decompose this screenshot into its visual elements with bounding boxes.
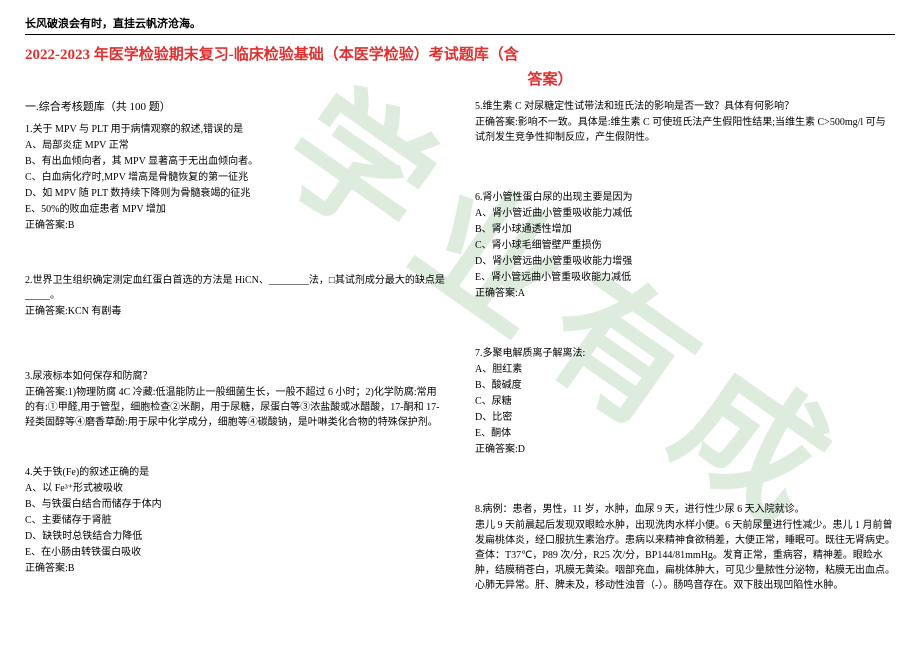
q4-option-e: E、在小肠由转铁蛋白吸收 bbox=[25, 545, 445, 560]
q6-option-b: B、肾小球通透性增加 bbox=[475, 222, 895, 237]
left-column: 一.综合考核题库（共 100 题） 1.关于 MPV 与 PLT 用于病情观察的… bbox=[25, 99, 445, 621]
q2-stem: 2.世界卫生组织确定测定血红蛋白首选的方法是 HiCN、________法，□其… bbox=[25, 273, 445, 303]
question-7: 7.多聚电解质离子解离法: A、胆红素 B、酸碱度 C、尿糖 D、比密 E、酮体… bbox=[475, 346, 895, 457]
q1-stem: 1.关于 MPV 与 PLT 用于病情观察的叙述,错误的是 bbox=[25, 122, 445, 137]
q8-detail: 患儿 9 天前晨起后发现双眼睑水肿，出现洗肉水样小便。6 天前尿量进行性减少。患… bbox=[475, 518, 895, 593]
q3-answer: 正确答案:1)物理防腐 4C 冷藏:低温能防止一般细菌生长，一般不超过 6 小时… bbox=[25, 385, 445, 430]
q7-option-b: B、酸碱度 bbox=[475, 378, 895, 393]
q1-option-d: D、如 MPV 随 PLT 数持续下降则为骨髓衰竭的征兆 bbox=[25, 186, 445, 201]
two-column-layout: 一.综合考核题库（共 100 题） 1.关于 MPV 与 PLT 用于病情观察的… bbox=[25, 99, 895, 621]
exam-title-line2: 答案） bbox=[205, 68, 895, 89]
q7-option-e: E、酮体 bbox=[475, 426, 895, 441]
q1-option-a: A、局部炎症 MPV 正常 bbox=[25, 138, 445, 153]
q6-option-a: A、肾小管近曲小管重吸收能力减低 bbox=[475, 206, 895, 221]
question-5: 5.维生素 C 对尿糖定性试带法和班氏法的影响是否一致？具体有何影响？ 正确答案… bbox=[475, 99, 895, 145]
q6-option-e: E、肾小管远曲小管重吸收能力减低 bbox=[475, 270, 895, 285]
exam-title-line1: 2022-2023 年医学检验期末复习-临床检验基础（本医学检验）考试题库（含 bbox=[25, 43, 895, 64]
q4-option-c: C、主要储存于肾脏 bbox=[25, 513, 445, 528]
q7-option-a: A、胆红素 bbox=[475, 362, 895, 377]
right-column: 5.维生素 C 对尿糖定性试带法和班氏法的影响是否一致？具体有何影响？ 正确答案… bbox=[475, 99, 895, 621]
question-3: 3.尿液标本如何保存和防腐？ 正确答案:1)物理防腐 4C 冷藏:低温能防止一般… bbox=[25, 369, 445, 430]
q6-option-d: D、肾小管远曲小管重吸收能力增强 bbox=[475, 254, 895, 269]
question-1: 1.关于 MPV 与 PLT 用于病情观察的叙述,错误的是 A、局部炎症 MPV… bbox=[25, 122, 445, 233]
q6-answer: 正确答案:A bbox=[475, 286, 895, 301]
q1-answer: 正确答案:B bbox=[25, 218, 445, 233]
q7-stem: 7.多聚电解质离子解离法: bbox=[475, 346, 895, 361]
q6-stem: 6.肾小管性蛋白尿的出现主要是因为 bbox=[475, 190, 895, 205]
page-content: 长风破浪会有时，直挂云帆济沧海。 2022-2023 年医学检验期末复习-临床检… bbox=[0, 0, 920, 636]
q7-option-c: C、尿糖 bbox=[475, 394, 895, 409]
q4-option-b: B、与铁蛋白结合而储存于体内 bbox=[25, 497, 445, 512]
question-2: 2.世界卫生组织确定测定血红蛋白首选的方法是 HiCN、________法，□其… bbox=[25, 273, 445, 319]
q3-stem: 3.尿液标本如何保存和防腐？ bbox=[25, 369, 445, 384]
q4-answer: 正确答案:B bbox=[25, 561, 445, 576]
section-title: 一.综合考核题库（共 100 题） bbox=[25, 99, 445, 116]
q5-stem: 5.维生素 C 对尿糖定性试带法和班氏法的影响是否一致？具体有何影响？ bbox=[475, 99, 895, 114]
q8-stem: 8.病例：患者，男性，11 岁，水肿，血尿 9 天，进行性少尿 6 天入院就诊。 bbox=[475, 502, 895, 517]
q7-option-d: D、比密 bbox=[475, 410, 895, 425]
q4-option-d: D、缺铁时总铁结合力降低 bbox=[25, 529, 445, 544]
q1-option-c: C、白血病化疗时,MPV 增高是骨髓恢复的第一征兆 bbox=[25, 170, 445, 185]
question-4: 4.关于铁(Fe)的叙述正确的是 A、以 Fe³⁺形式被吸收 B、与铁蛋白结合而… bbox=[25, 465, 445, 576]
question-8: 8.病例：患者，男性，11 岁，水肿，血尿 9 天，进行性少尿 6 天入院就诊。… bbox=[475, 502, 895, 593]
q1-option-e: E、50%的败血症患者 MPV 增加 bbox=[25, 202, 445, 217]
q7-answer: 正确答案:D bbox=[475, 442, 895, 457]
q2-answer: 正确答案:KCN 有剧毒 bbox=[25, 304, 445, 319]
header-quote: 长风破浪会有时，直挂云帆济沧海。 bbox=[25, 15, 895, 35]
q5-answer: 正确答案:影响不一致。具体是:维生素 C 可使班氏法产生假阳性结果;当维生素 C… bbox=[475, 115, 895, 145]
q4-option-a: A、以 Fe³⁺形式被吸收 bbox=[25, 481, 445, 496]
q6-option-c: C、肾小球毛细管壁严重损伤 bbox=[475, 238, 895, 253]
question-6: 6.肾小管性蛋白尿的出现主要是因为 A、肾小管近曲小管重吸收能力减低 B、肾小球… bbox=[475, 190, 895, 301]
q4-stem: 4.关于铁(Fe)的叙述正确的是 bbox=[25, 465, 445, 480]
q1-option-b: B、有出血倾向者，其 MPV 显著高于无出血倾向者。 bbox=[25, 154, 445, 169]
